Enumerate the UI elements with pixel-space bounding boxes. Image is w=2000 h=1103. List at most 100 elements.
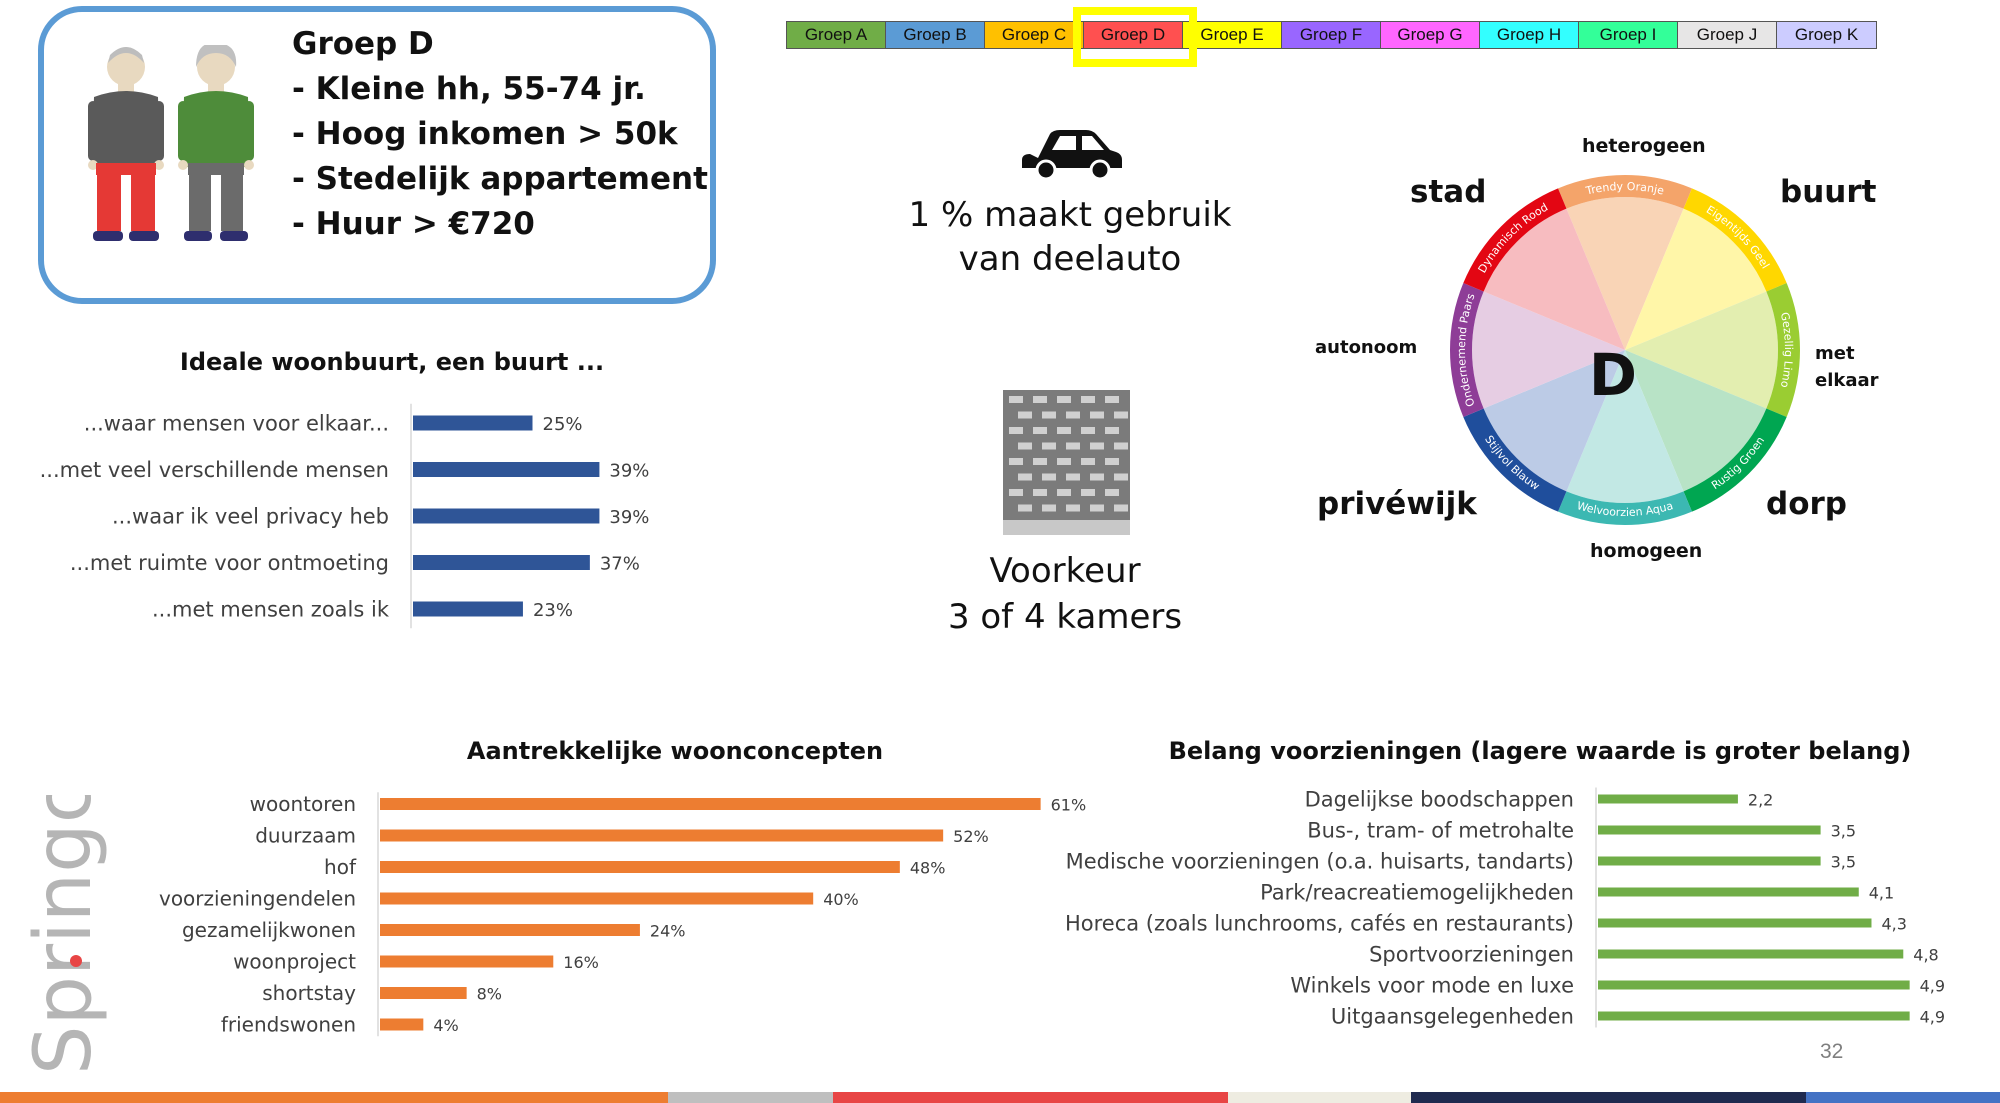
group-tab-groep-j[interactable]: Groep J [1678, 22, 1777, 48]
category-label: Bus-, tram- of metrohalte [1307, 818, 1574, 842]
building-window [1057, 396, 1071, 403]
chart-woonbuurt: ...waar mensen voor elkaar... 25% ...met v… [40, 403, 649, 629]
rooms-preference-line-1: Voorkeur [989, 551, 1141, 591]
wheel-inner-segment [1625, 208, 1767, 350]
building-window [1018, 504, 1032, 512]
building-window [1033, 489, 1047, 496]
building-window [1066, 411, 1080, 419]
group-tab-groep-c[interactable]: Groep C [985, 22, 1084, 48]
bar [413, 555, 590, 570]
building-window [1081, 458, 1095, 465]
value-label: 2,2 [1748, 790, 1773, 809]
group-tabs: Groep A Groep B Groep C Groep D Groep E Groep… [786, 21, 1877, 49]
category-label: shortstay [262, 981, 356, 1005]
value-label: 3,5 [1831, 821, 1856, 840]
value-label: 40% [823, 890, 859, 909]
wheel-inner-segment [1483, 208, 1625, 350]
wheel-label-buurt: buurt [1780, 174, 1877, 210]
building-window [1105, 427, 1119, 434]
wheel-inner-segment [1483, 350, 1625, 492]
wheel-ring-segment [1683, 188, 1787, 292]
bar [380, 829, 944, 842]
building-base [1003, 520, 1130, 535]
group-tab-groep-k[interactable]: Groep K [1777, 22, 1876, 48]
value-label: 48% [910, 858, 946, 877]
category-label: ...waar mensen voor elkaar... [84, 411, 389, 435]
category-label: hof [324, 855, 357, 879]
building-window [1042, 411, 1056, 419]
building-window [1081, 489, 1095, 496]
wheel-label-met-elkaar: met elkaar [1815, 340, 1879, 394]
building-window [1033, 427, 1047, 434]
category-label: gezamelijkwonen [182, 918, 356, 942]
wheel-label-elkaar: elkaar [1815, 370, 1879, 391]
wheel-inner-segment [1566, 350, 1684, 503]
profile-line-housing: - Stedelijk appartement [292, 161, 708, 197]
car-sharing-line-2: van deelauto [958, 239, 1182, 279]
building-window [1066, 504, 1080, 512]
wheel-label-dorp: dorp [1766, 486, 1847, 522]
wheel-inner-segment [1625, 291, 1778, 409]
profile-title: Groep D [292, 26, 434, 62]
car-sharing-line-1: 1 % maakt gebruik [908, 195, 1232, 235]
building-window [1081, 427, 1095, 434]
chart-woonconcepten: woontoren 61% duurzaam 52% hof 48% voorziening… [159, 792, 1087, 1037]
building-window [1081, 396, 1095, 403]
category-label: Medische voorzieningen (o.a. huisarts, t… [1066, 849, 1574, 873]
group-tab-groep-f[interactable]: Groep F [1282, 22, 1381, 48]
group-tab-groep-d[interactable]: Groep D [1084, 22, 1183, 48]
category-label: Horeca (zoals lunchrooms, cafés en resta… [1065, 911, 1574, 935]
bar [1598, 825, 1821, 835]
wheel-label-met: met [1815, 343, 1855, 364]
group-tab-groep-h[interactable]: Groep H [1480, 22, 1579, 48]
category-label: Dagelijkse boodschappen [1305, 787, 1574, 811]
building-window [1033, 396, 1047, 403]
profile-text: Groep D - Kleine hh, 55-74 jr. - Hoog in… [292, 22, 708, 247]
building-window [1114, 411, 1128, 419]
wheel-label-stad: stad [1410, 174, 1487, 210]
chart-title-voorzieningen: Belang voorzieningen (lagere waarde is g… [1168, 737, 1912, 765]
bottom-color-band [0, 1092, 2000, 1103]
building-window [1033, 458, 1047, 465]
value-label: 4,9 [1920, 976, 1945, 995]
group-tab-groep-b[interactable]: Groep B [886, 22, 985, 48]
bar [413, 508, 600, 524]
wheel-ring-segment [1558, 175, 1692, 209]
bar [380, 892, 814, 905]
building-window [1090, 473, 1104, 481]
wheel-label-autonoom: autonoom [1315, 337, 1418, 358]
rooms-preference-text: Voorkeur 3 of 4 kamers [900, 548, 1230, 640]
group-tab-groep-g[interactable]: Groep G [1381, 22, 1480, 48]
profile-line-income: - Hoog inkomen > 50k [292, 116, 678, 152]
building-window [1042, 442, 1056, 450]
value-label: 61% [1051, 795, 1087, 814]
group-tab-groep-e[interactable]: Groep E [1183, 22, 1282, 48]
bar [380, 955, 554, 968]
building-body [1003, 390, 1130, 520]
category-label: Park/reacreatiemogelijkheden [1260, 880, 1574, 904]
building-window [1114, 473, 1128, 481]
category-label: Sportvoorzieningen [1369, 942, 1574, 966]
building-window [1090, 411, 1104, 419]
value-label: 8% [477, 984, 502, 1003]
building-window [1018, 411, 1032, 419]
wheel-ring-segment [1463, 188, 1567, 292]
wheel-label-homogeen: homogeen [1590, 540, 1703, 562]
value-label: 52% [953, 827, 989, 846]
value-label: 4,9 [1920, 1007, 1945, 1026]
wheel-inner-segment [1472, 291, 1625, 409]
category-label: Winkels voor mode en luxe [1290, 973, 1574, 997]
building-window [1042, 504, 1056, 512]
bar [413, 415, 533, 431]
chart-title-woonbuurt: Ideale woonbuurt, een buurt ... [179, 348, 605, 376]
car-sharing-text: 1 % maakt gebruik van deelauto [880, 193, 1260, 281]
wheel-segment-label: Welvoorzien Aqua [1576, 499, 1675, 519]
group-tab-groep-a[interactable]: Groep A [787, 22, 886, 48]
group-tab-groep-i[interactable]: Groep I [1579, 22, 1678, 48]
value-label: 39% [609, 461, 649, 482]
page-number: 32 [1820, 1040, 1844, 1063]
value-label: 37% [600, 554, 640, 575]
value-label: 4,3 [1881, 914, 1906, 933]
apartment-building-icon [1003, 390, 1130, 535]
building-window [1057, 458, 1071, 465]
